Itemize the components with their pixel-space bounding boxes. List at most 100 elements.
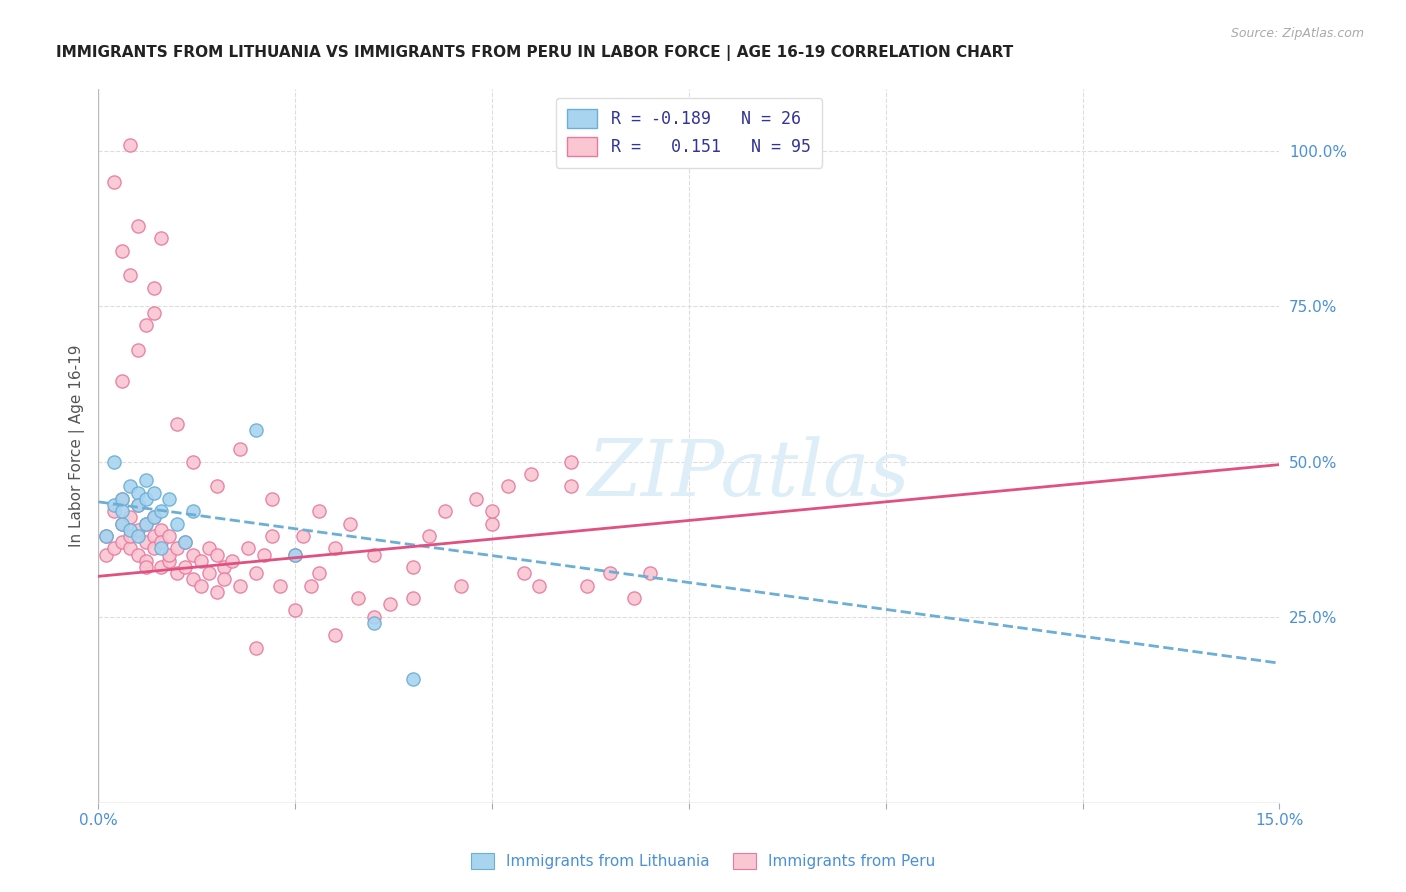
Point: [111, 516, 134, 531]
Point: [135, 318, 157, 332]
Point: [111, 244, 134, 258]
Point: [103, 498, 125, 512]
Point: [166, 417, 188, 432]
Point: [363, 548, 385, 562]
Point: [135, 491, 157, 506]
Point: [118, 529, 141, 543]
Point: [560, 454, 582, 468]
Point: [481, 504, 503, 518]
Point: [174, 535, 197, 549]
Point: [103, 175, 125, 189]
Point: [378, 597, 401, 611]
Point: [103, 454, 125, 468]
Text: ZIPatlas: ZIPatlas: [586, 436, 910, 513]
Point: [166, 566, 188, 581]
Point: [299, 579, 322, 593]
Point: [142, 510, 165, 524]
Point: [236, 541, 259, 556]
Point: [135, 473, 157, 487]
Point: [118, 510, 141, 524]
Point: [142, 529, 165, 543]
Point: [284, 603, 307, 617]
Point: [284, 548, 307, 562]
Point: [450, 579, 472, 593]
Point: [127, 343, 149, 357]
Point: [560, 479, 582, 493]
Point: [512, 566, 534, 581]
Point: [174, 560, 197, 574]
Point: [174, 535, 197, 549]
Point: [205, 548, 228, 562]
Point: [118, 268, 141, 283]
Point: [127, 548, 149, 562]
Point: [135, 516, 157, 531]
Point: [638, 566, 661, 581]
Point: [127, 498, 149, 512]
Point: [118, 479, 141, 493]
Text: IMMIGRANTS FROM LITHUANIA VS IMMIGRANTS FROM PERU IN LABOR FORCE | AGE 16-19 COR: IMMIGRANTS FROM LITHUANIA VS IMMIGRANTS …: [56, 45, 1014, 61]
Point: [575, 579, 598, 593]
Point: [135, 535, 157, 549]
Y-axis label: In Labor Force | Age 16-19: In Labor Force | Age 16-19: [69, 344, 84, 548]
Point: [103, 541, 125, 556]
Point: [127, 498, 149, 512]
Point: [197, 541, 219, 556]
Point: [245, 424, 267, 438]
Point: [323, 541, 346, 556]
Point: [402, 672, 425, 686]
Point: [181, 454, 204, 468]
Point: [150, 231, 173, 245]
Point: [135, 554, 157, 568]
Point: [433, 504, 456, 518]
Point: [150, 504, 173, 518]
Point: [623, 591, 645, 605]
Point: [96, 529, 118, 543]
Point: [150, 541, 173, 556]
Point: [197, 566, 219, 581]
Point: [127, 529, 149, 543]
Point: [111, 491, 134, 506]
Point: [308, 504, 330, 518]
Point: [103, 504, 125, 518]
Legend: R = -0.189   N = 26, R =   0.151   N = 95: R = -0.189 N = 26, R = 0.151 N = 95: [555, 97, 823, 168]
Point: [190, 579, 212, 593]
Point: [253, 548, 276, 562]
Point: [402, 560, 425, 574]
Point: [142, 281, 165, 295]
Point: [520, 467, 543, 481]
Point: [118, 541, 141, 556]
Point: [166, 516, 188, 531]
Point: [127, 219, 149, 233]
Point: [157, 529, 180, 543]
Point: [111, 504, 134, 518]
Point: [150, 535, 173, 549]
Point: [205, 479, 228, 493]
Point: [260, 491, 283, 506]
Point: [292, 529, 315, 543]
Point: [221, 554, 243, 568]
Point: [402, 591, 425, 605]
Point: [142, 305, 165, 319]
Point: [205, 584, 228, 599]
Point: [157, 548, 180, 562]
Point: [157, 554, 180, 568]
Point: [150, 560, 173, 574]
Point: [181, 573, 204, 587]
Point: [363, 615, 385, 630]
Point: [323, 628, 346, 642]
Point: [127, 485, 149, 500]
Point: [181, 548, 204, 562]
Point: [150, 523, 173, 537]
Point: [118, 138, 141, 153]
Point: [363, 609, 385, 624]
Point: [599, 566, 621, 581]
Point: [214, 573, 236, 587]
Text: Source: ZipAtlas.com: Source: ZipAtlas.com: [1230, 27, 1364, 40]
Point: [142, 510, 165, 524]
Point: [111, 535, 134, 549]
Point: [181, 504, 204, 518]
Point: [166, 541, 188, 556]
Point: [245, 566, 267, 581]
Point: [118, 523, 141, 537]
Point: [157, 491, 180, 506]
